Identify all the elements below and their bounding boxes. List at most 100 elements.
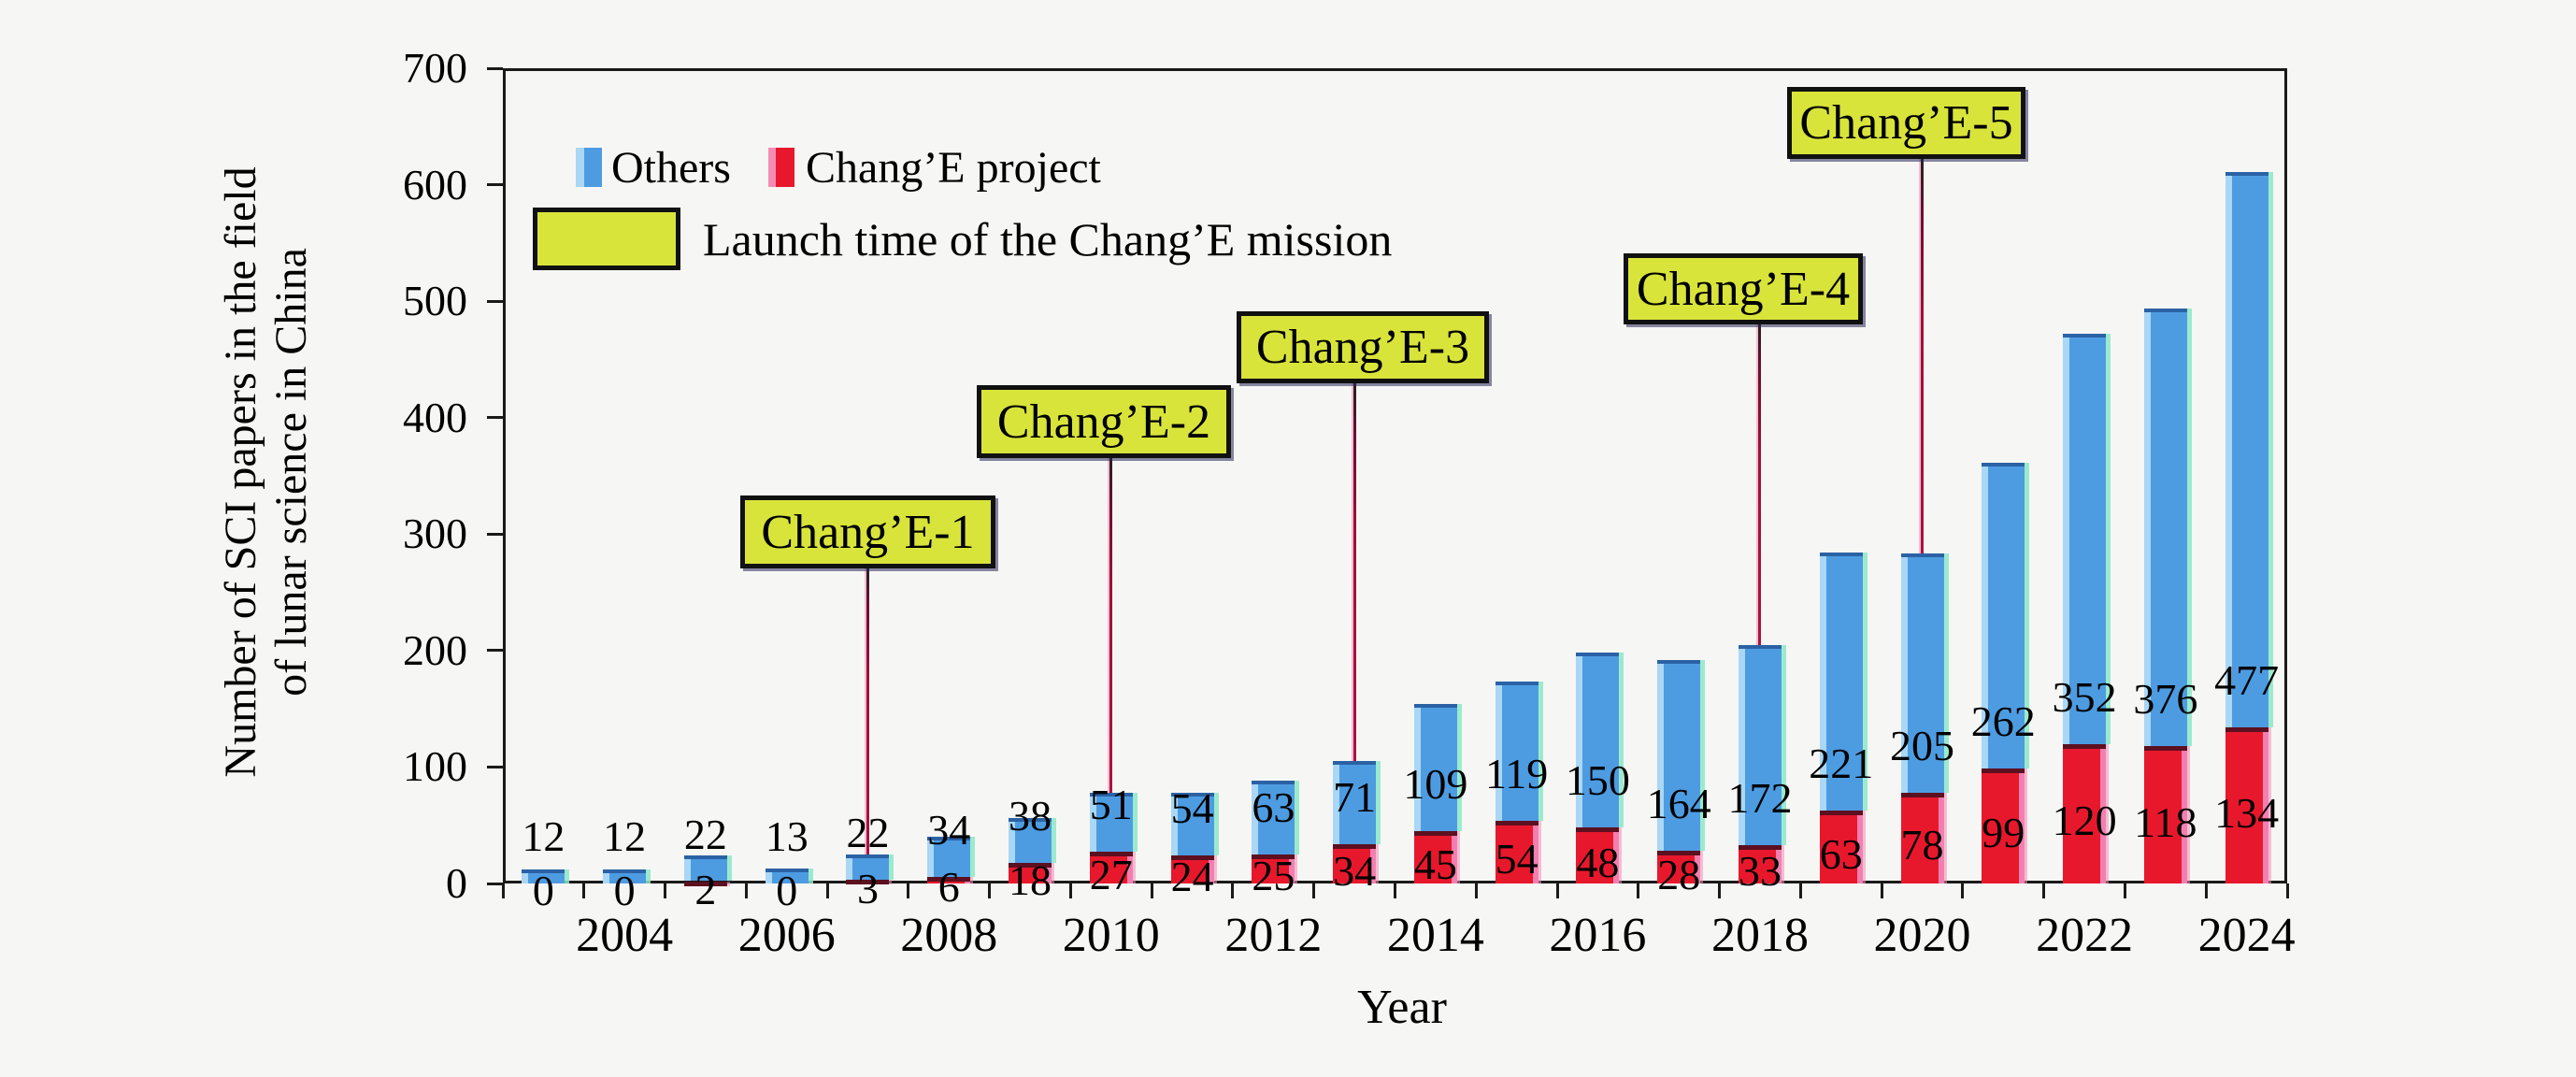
bar-value-label-change: 78 [1900,821,1944,869]
x-axis-tick-label: 2004 [576,909,674,962]
annotation-leader-line [1352,383,1356,762]
bar-segment-change [1009,862,1052,883]
bar-value-label-change: 34 [1333,846,1377,895]
x-axis-tick-mark [2204,883,2208,898]
bar-segment-others [2143,308,2187,746]
x-axis-tick-mark [1555,883,1559,898]
x-axis-tick-mark [825,883,829,898]
bar-segment-change [1982,768,2025,883]
y-axis-tick-mark [487,882,503,885]
y-axis-tick-label: 600 [403,160,467,208]
x-axis-tick-mark [1312,883,1316,898]
x-axis-tick-label: 2008 [900,909,998,962]
bar-value-label-change: 134 [2214,788,2280,837]
annotation-leader-line [1109,458,1113,793]
bar-segment-others [1982,463,2025,768]
legend-label-launch: Launch time of the Chang’E mission [703,213,1393,266]
bar-segment-change [683,881,727,886]
plot-area [503,68,2287,883]
bar-value-label-others: 12 [522,812,565,860]
x-axis-tick-label: 2006 [737,909,836,962]
x-axis-tick-mark [1394,883,1396,898]
bar-segment-others [1576,653,1620,828]
bar-value-label-change: 27 [1089,851,1133,899]
legend-label-others: Others [611,143,731,193]
x-axis-tick-mark [2042,883,2046,898]
bar-segment-others [1657,659,1701,852]
bar-value-label-others: 34 [927,805,971,854]
y-axis-tick-label: 100 [403,742,467,791]
bar-value-label-change: 25 [1252,852,1295,900]
x-axis-tick-mark [2285,883,2289,898]
x-axis-tick-mark [2123,883,2126,898]
bar-segment-others [522,869,565,883]
bar-segment-change [1252,854,1295,883]
bar-segment-others [1089,792,1133,853]
bar-segment-change [2143,746,2187,883]
y-axis-tick-mark [487,649,503,653]
annotation-label-box: Chang’E-2 [977,385,1231,458]
legend-swatch-others-icon [576,148,602,187]
bar-segment-others [1413,704,1457,831]
bar-segment-change [1413,830,1457,883]
bar-segment-change [1819,810,1863,883]
bar-value-label-change: 2 [694,865,717,913]
x-axis-tick-mark [1798,883,1802,898]
x-axis-tick-label: 2022 [2036,909,2134,962]
bar-segment-change [1333,843,1377,883]
bar-value-label-others: 71 [1333,772,1377,821]
x-axis-tick-mark [1150,883,1153,898]
y-axis-tick-label: 200 [403,625,467,674]
y-axis-tick-label: 500 [403,277,467,325]
x-axis-tick-label: 2016 [1549,909,1647,962]
y-axis-tick-mark [487,416,503,420]
y-axis-tick-mark [487,66,503,70]
bar-segment-change [1576,827,1620,883]
bar-value-label-change: 63 [1819,829,1863,878]
x-axis-tick-label: 2018 [1710,909,1809,962]
bar-value-label-others: 22 [683,810,727,858]
bar-segment-change [2225,727,2268,883]
bar-segment-others [1495,682,1538,821]
bar-value-label-others: 477 [2214,656,2280,705]
bar-segment-change [927,876,971,883]
bar-value-label-others: 352 [2052,672,2117,721]
x-axis-tick-mark [744,883,748,898]
y-axis-tick-mark [487,532,503,536]
bar-segment-others [2225,171,2268,728]
bar-value-label-change: 0 [613,867,636,914]
y-axis-tick-mark [487,183,503,187]
bar-value-label-others: 119 [1485,749,1549,797]
bar-value-label-change: 28 [1657,850,1701,898]
legend-swatch-change-icon [768,148,794,187]
bar-segment-others [846,854,890,881]
bar-segment-others [1170,792,1214,856]
y-axis-tick-label: 400 [403,393,467,441]
x-axis-tick-label: 2024 [2197,909,2296,962]
bar-value-label-others: 38 [1009,791,1052,840]
bar-segment-others [2063,334,2107,744]
bar-value-label-others: 262 [1970,696,2036,745]
bar-segment-change [1900,792,1944,883]
bar-segment-others [927,837,971,877]
bar-segment-change [1089,852,1133,883]
annotation-leader-line [1758,324,1762,645]
bar-value-label-others: 150 [1565,756,1630,805]
bar-segment-change [1657,851,1701,883]
x-axis-tick-mark [1068,883,1072,898]
bar-value-label-others: 376 [2133,675,2198,723]
bar-value-label-change: 45 [1413,840,1457,888]
annotation-leader-line [1921,159,1925,554]
bar-value-label-change: 54 [1495,835,1538,883]
x-axis-tick-mark [1880,883,1883,898]
bar-value-label-others: 205 [1890,721,1955,769]
x-axis-tick-mark [1474,883,1478,898]
x-axis-tick-label: 2012 [1224,909,1323,962]
bar-value-label-change: 24 [1170,853,1214,901]
bar-value-label-change: 0 [776,867,798,914]
bar-segment-others [1900,553,1944,793]
y-axis-tick-label: 0 [446,859,467,907]
bar-value-label-change: 99 [1982,809,2025,857]
